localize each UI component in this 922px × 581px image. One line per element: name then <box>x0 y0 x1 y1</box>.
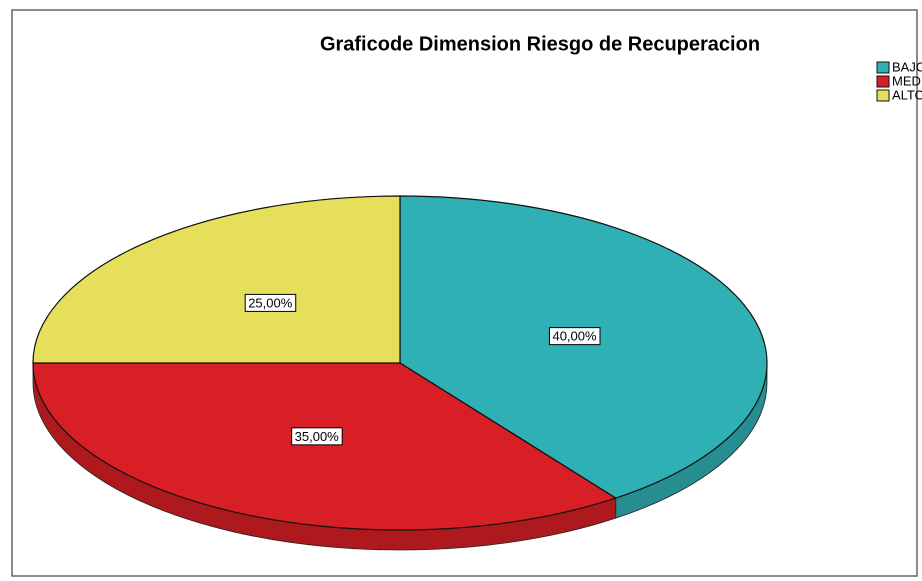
slice <box>32 195 401 364</box>
legend-swatch <box>876 61 890 74</box>
legend-label: ALTO <box>892 87 922 102</box>
value-label-group: 40,00% <box>548 327 601 346</box>
legend-swatch <box>876 75 890 88</box>
value-label: 25,00% <box>248 295 293 310</box>
legend-label: MEDIO <box>892 73 922 88</box>
slice <box>32 362 618 531</box>
legend-swatch <box>876 89 890 102</box>
value-label-box <box>291 427 343 446</box>
value-label: 35,00% <box>295 429 340 444</box>
value-label-box <box>548 327 601 346</box>
slice <box>399 195 768 499</box>
value-label-box <box>244 293 297 312</box>
chart-title: Graficode Dimension Riesgo de Recuperaci… <box>320 33 760 55</box>
legend-label: BAJO <box>892 59 922 74</box>
value-label-group: 35,00% <box>291 427 343 446</box>
value-label-group: 25,00% <box>244 293 297 312</box>
value-label: 40,00% <box>552 329 597 344</box>
